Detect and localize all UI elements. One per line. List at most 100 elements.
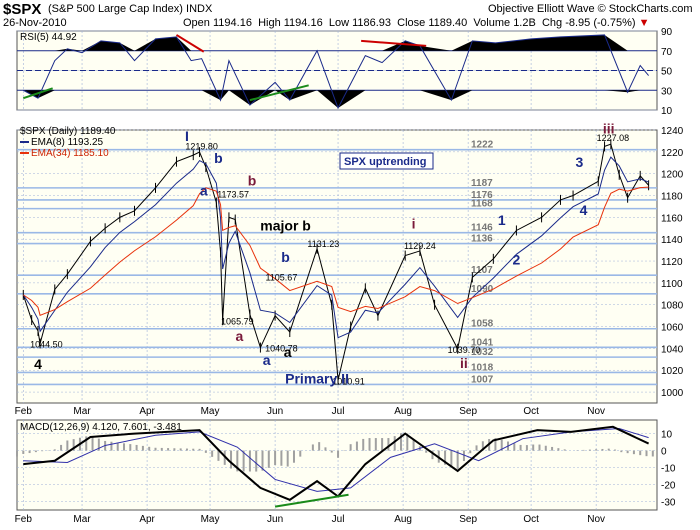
macd-histogram-bar — [387, 438, 390, 451]
macd-histogram-bar — [53, 449, 56, 451]
macd-histogram-bar — [639, 450, 642, 456]
price-label: 1039.70 — [448, 345, 481, 355]
price-tick-label: 1020 — [661, 366, 684, 377]
x-tick-label: Aug — [394, 514, 412, 525]
price-label: 1129.24 — [404, 241, 436, 251]
macd-histogram-bar — [412, 439, 415, 451]
wave-label: 4 — [580, 202, 588, 218]
x-tick-label: Sep — [459, 514, 477, 525]
macd-histogram-bar — [645, 450, 648, 457]
macd-histogram-bar — [135, 444, 138, 451]
macd-histogram-bar — [110, 441, 113, 451]
macd-histogram-bar — [28, 450, 31, 454]
pivot-label: 1090 — [471, 284, 494, 295]
macd-histogram-bar — [381, 438, 384, 451]
brand-label: Objective Elliott Wave © StockCharts.com — [488, 3, 693, 15]
x-tick-label: Apr — [139, 514, 155, 525]
macd-histogram-bar — [469, 450, 472, 454]
pivot-label: 1058 — [471, 319, 494, 330]
x-tick-label: Jun — [267, 514, 283, 525]
macd-histogram-bar — [72, 439, 75, 451]
x-tick-label: Jul — [332, 406, 345, 417]
wave-label: 4 — [34, 356, 42, 372]
x-tick-label: Apr — [139, 406, 155, 417]
price-tick-label: 1080 — [661, 301, 684, 312]
down-arrow-icon: ▼ — [638, 17, 650, 29]
wave-label: I — [185, 128, 189, 144]
pivot-label: 1041 — [471, 337, 494, 348]
macd-histogram-bar — [148, 446, 151, 451]
macd-histogram-bar — [280, 450, 283, 466]
x-tick-label: Jun — [267, 406, 283, 417]
x-tick-label: May — [201, 514, 220, 525]
wave-label: b — [248, 173, 257, 189]
x-tick-label: Jul — [332, 514, 345, 525]
wave-label: b — [281, 249, 290, 265]
x-tick-label: Sep — [459, 406, 477, 417]
price-label: 1040.78 — [265, 344, 298, 354]
callout-text: SPX uptrending — [344, 156, 427, 168]
macd-histogram-bar — [425, 450, 428, 453]
macd-histogram-bar — [595, 449, 598, 451]
price-label: 1173.57 — [217, 190, 249, 200]
wave-label: 2 — [513, 251, 521, 267]
macd-histogram-bar — [160, 447, 163, 451]
macd-histogram-bar — [632, 450, 635, 455]
price-tick-label: 1220 — [661, 148, 684, 159]
macd-histogram-bar — [211, 450, 214, 457]
macd-histogram-bar — [173, 448, 176, 451]
macd-histogram-bar — [318, 442, 321, 451]
x-tick-label: Feb — [15, 406, 33, 417]
macd-histogram-bar — [400, 433, 402, 451]
macd-histogram-bar — [292, 450, 295, 463]
pivot-label: 1107 — [471, 265, 493, 276]
wave-label: b — [214, 150, 223, 166]
wave-label: a — [236, 328, 244, 344]
symbol-title: $SPX — [3, 1, 41, 18]
x-tick-label: Nov — [587, 514, 605, 525]
macd-tick-label: 10 — [661, 430, 673, 441]
macd-legend: MACD(12,26,9) 4.120, 7.601, -3.481 — [20, 422, 182, 433]
macd-histogram-bar — [544, 445, 547, 451]
price-label: 1010.91 — [332, 376, 365, 386]
wave-label: a — [263, 352, 271, 368]
pivot-label: 1136 — [471, 234, 493, 245]
price-label: 1219.80 — [185, 142, 218, 152]
ema34-legend: EMA(34) 1185.10 — [31, 148, 109, 159]
pivot-label: 1018 — [471, 362, 494, 373]
macd-histogram-bar — [248, 450, 251, 472]
macd-histogram-bar — [362, 438, 365, 451]
macd-histogram-bar — [607, 448, 610, 451]
macd-histogram-bar — [626, 450, 629, 454]
macd-histogram-bar — [66, 440, 69, 451]
symbol: $SPX — [3, 1, 42, 18]
macd-histogram-bar — [500, 439, 503, 451]
pivot-label: 1032 — [471, 347, 494, 358]
chart-date: 26-Nov-2010 — [3, 17, 67, 29]
macd-histogram-bar — [198, 448, 201, 451]
pivot-label: 1168 — [471, 199, 493, 210]
macd-histogram-bar — [337, 450, 340, 458]
price-tick-label: 1000 — [661, 388, 684, 399]
rsi-overbought-fill — [23, 34, 649, 51]
macd-histogram-bar — [261, 450, 264, 471]
macd-histogram-bar — [116, 442, 119, 451]
wave-label: 1 — [498, 212, 506, 228]
x-tick-label: Oct — [523, 514, 539, 525]
macd-line — [23, 425, 650, 501]
macd-histogram-bar — [355, 441, 358, 451]
macd-histogram-bar — [230, 450, 233, 469]
macd-histogram-bar — [242, 450, 245, 472]
macd-histogram-bar — [185, 448, 188, 451]
macd-histogram-bar — [167, 448, 170, 451]
macd-histogram-bar — [406, 433, 409, 451]
macd-tick-label: 0 — [661, 447, 667, 458]
macd-histogram-bar — [267, 450, 270, 468]
x-tick-label: Mar — [73, 406, 91, 417]
rsi-tick-label: 10 — [661, 106, 673, 117]
macd-histogram-bar — [41, 450, 44, 452]
macd-histogram-bar — [620, 450, 623, 453]
rsi-oversold-fill — [23, 90, 649, 109]
macd-histogram-bar — [123, 443, 126, 451]
